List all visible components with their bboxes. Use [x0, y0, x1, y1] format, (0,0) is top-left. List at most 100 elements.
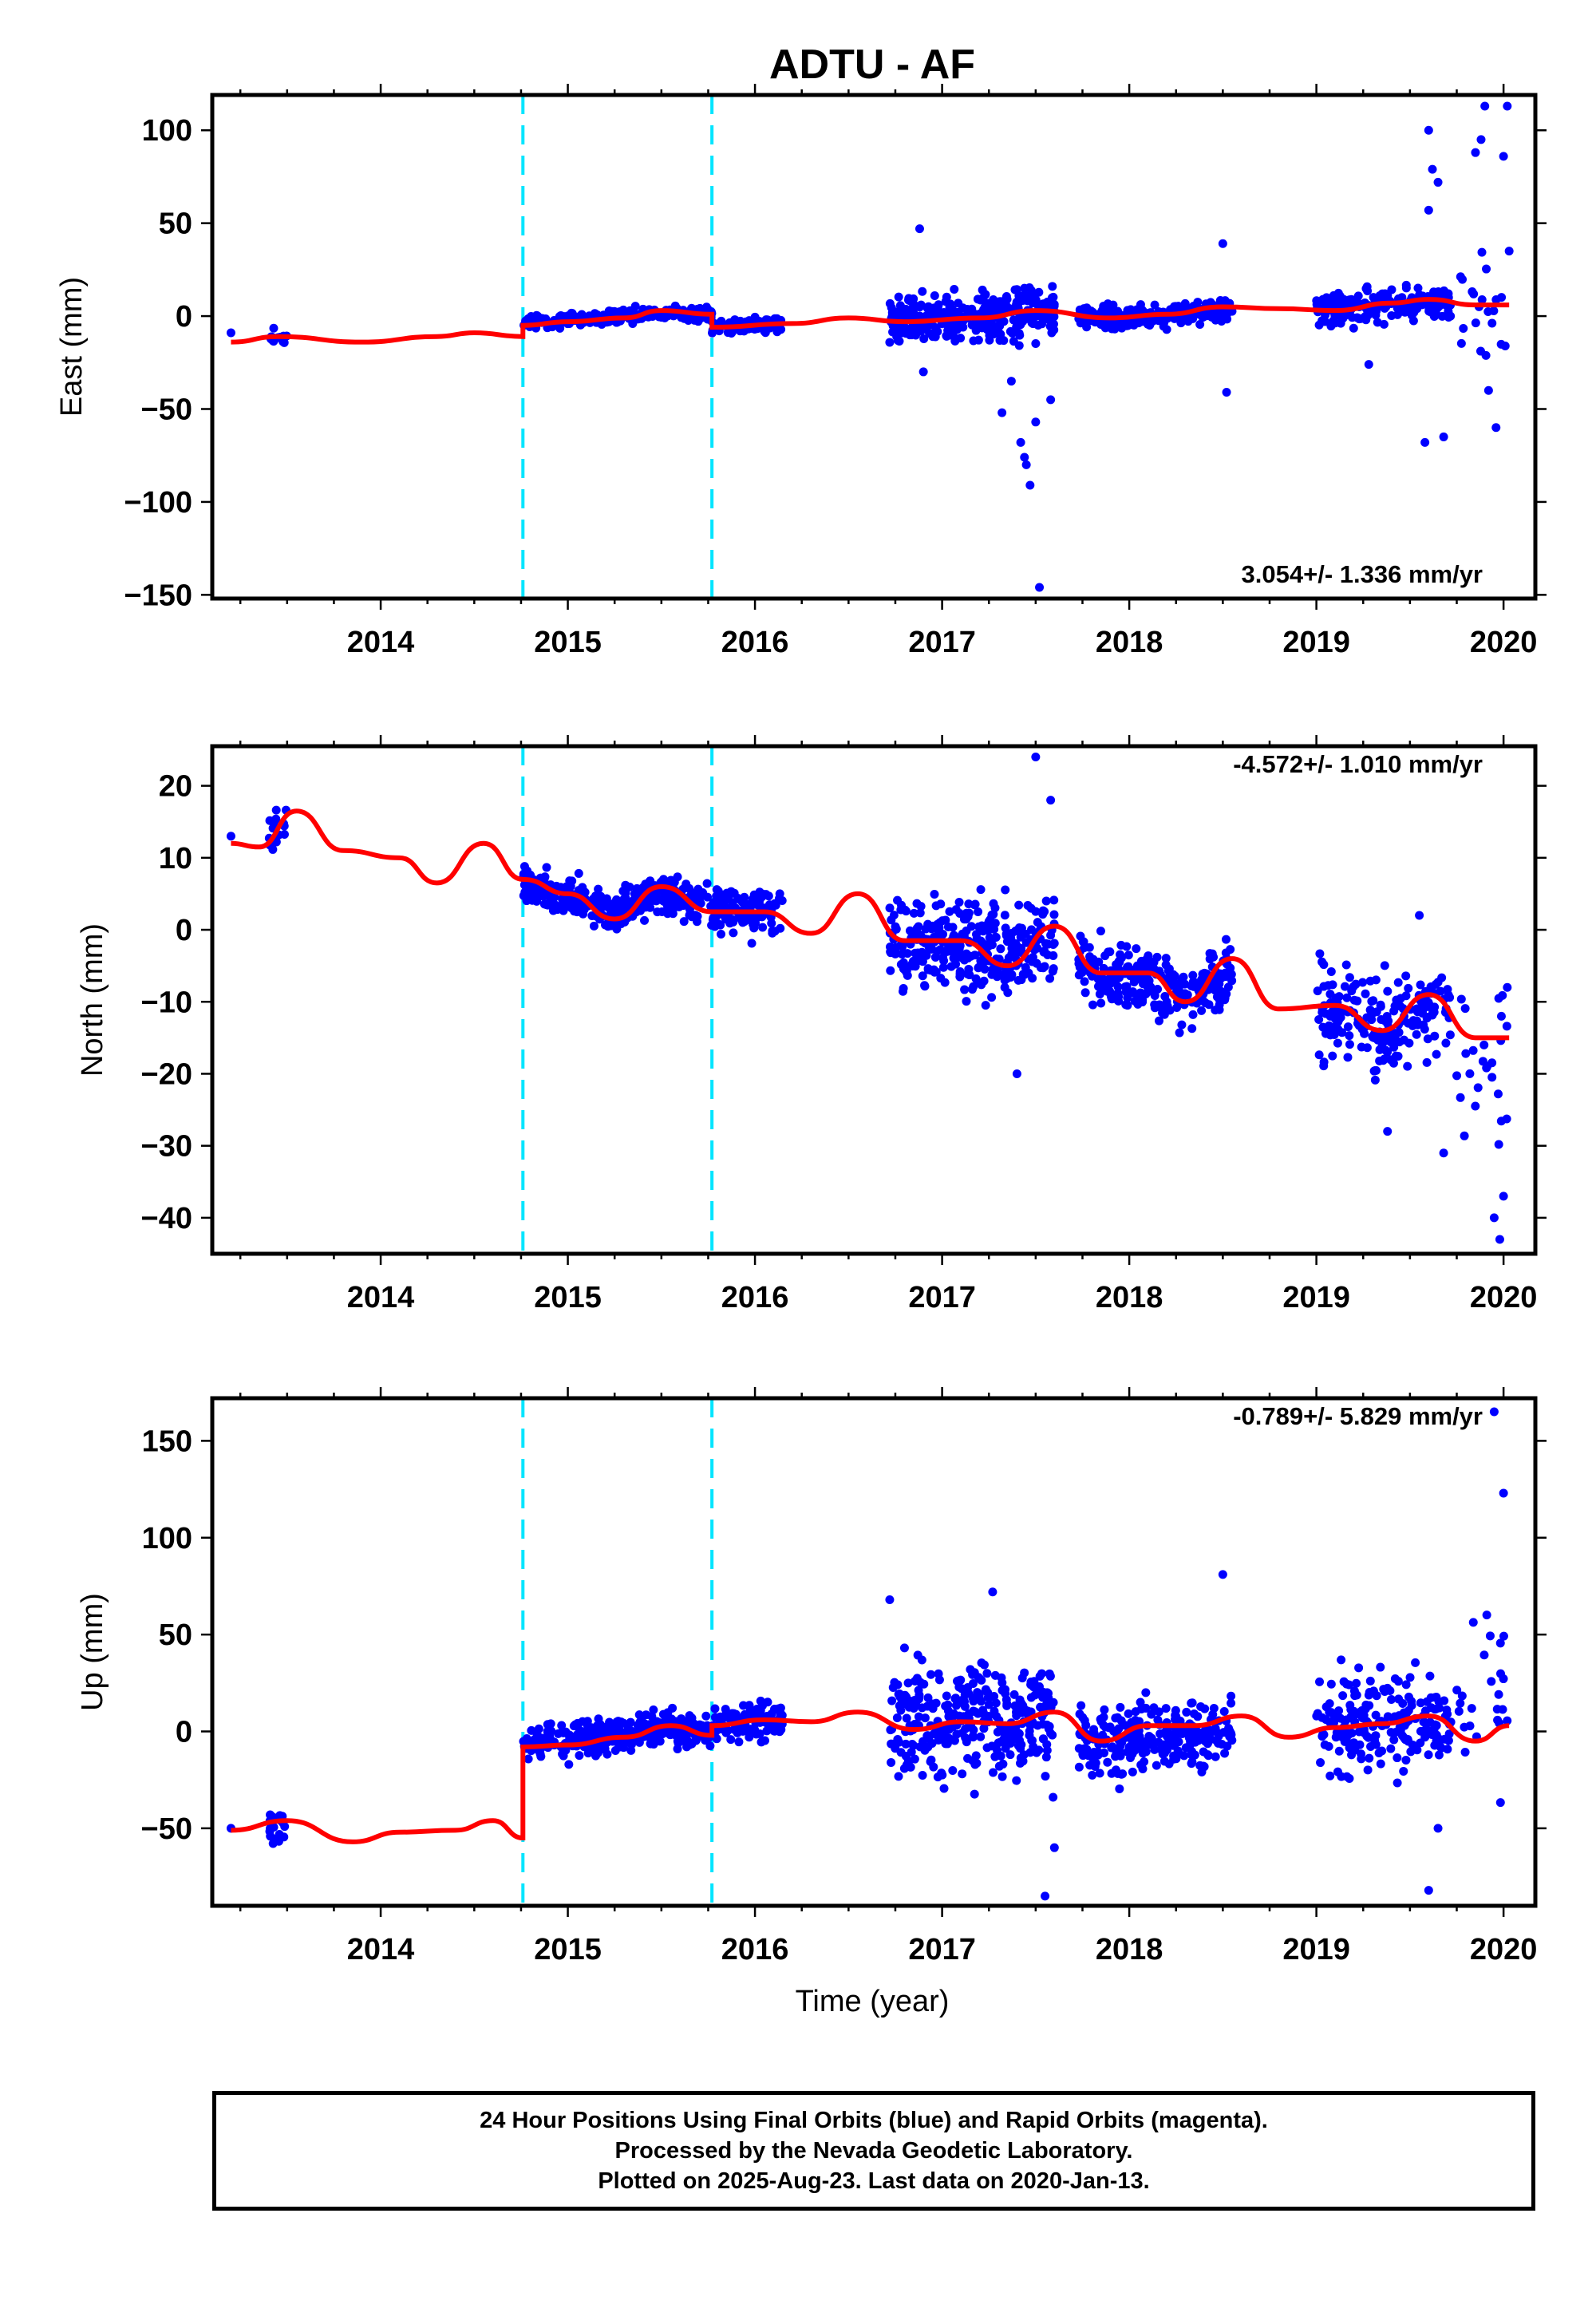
data-point: [1416, 1738, 1425, 1748]
data-point: [949, 954, 958, 963]
data-point: [1126, 1733, 1136, 1743]
data-point: [1349, 323, 1358, 333]
data-point: [1445, 993, 1455, 1002]
data-point: [266, 1810, 275, 1820]
data-point: [998, 1772, 1007, 1781]
y-axis-label-north: North (mm): [76, 923, 109, 1077]
data-point-outlier: [226, 832, 235, 841]
data-point: [1452, 1686, 1462, 1695]
data-point: [1074, 1762, 1084, 1772]
data-point: [1150, 1000, 1159, 1010]
data-point: [1319, 982, 1329, 991]
data-point-outlier: [1420, 437, 1430, 447]
data-point: [723, 328, 733, 338]
data-point: [1015, 1736, 1025, 1745]
data-point: [1128, 1767, 1137, 1777]
data-point: [1468, 1045, 1478, 1055]
data-point: [1393, 1753, 1402, 1763]
data-point: [1314, 1014, 1324, 1024]
data-point: [1199, 1761, 1208, 1771]
data-point: [1495, 1669, 1505, 1678]
data-point: [1408, 1016, 1418, 1026]
data-point: [887, 1696, 897, 1705]
data-point: [911, 962, 920, 971]
data-point: [1404, 983, 1413, 993]
data-point: [952, 1729, 962, 1739]
data-point: [1213, 1728, 1223, 1737]
plot-frame-north: [210, 744, 1538, 1256]
y-tick-label: 100: [142, 1522, 192, 1555]
data-point: [1096, 927, 1105, 936]
data-point: [1205, 1725, 1215, 1735]
data-point: [1088, 1770, 1097, 1780]
data-point: [1099, 979, 1108, 989]
data-point: [1334, 1746, 1344, 1756]
data-point: [611, 904, 621, 914]
data-point: [902, 1713, 911, 1723]
data-point: [1099, 1721, 1108, 1730]
data-point-outlier: [1021, 460, 1031, 469]
data-point: [1341, 960, 1351, 970]
data-point: [1162, 997, 1171, 1006]
data-point: [271, 814, 281, 824]
data-point: [967, 985, 977, 994]
data-point: [1000, 911, 1009, 920]
data-point: [974, 907, 983, 916]
data-point: [1041, 1772, 1050, 1781]
data-point: [1477, 294, 1487, 304]
data-point-outlier: [1503, 982, 1512, 992]
data-point: [895, 1689, 904, 1698]
data-point: [1179, 972, 1188, 982]
data-point: [1482, 264, 1491, 274]
plot-frame-east: [210, 93, 1538, 601]
data-point-outlier: [1495, 1235, 1504, 1244]
data-point-outlier: [1415, 911, 1424, 920]
data-point: [1389, 1058, 1398, 1068]
data-point-outlier: [1483, 385, 1493, 395]
data-point: [1111, 975, 1120, 985]
data-point: [1477, 247, 1487, 257]
data-point: [1130, 974, 1140, 984]
data-point: [621, 894, 630, 903]
data-point: [1014, 900, 1024, 910]
data-point: [1170, 302, 1179, 311]
data-point: [564, 882, 574, 891]
data-point: [748, 895, 757, 904]
data-point: [896, 1705, 906, 1715]
data-point: [896, 905, 906, 915]
data-point: [539, 874, 549, 883]
data-point: [940, 978, 950, 987]
data-point: [734, 1737, 744, 1747]
data-point: [745, 912, 755, 922]
data-point: [1012, 1776, 1021, 1785]
data-point: [758, 923, 768, 932]
data-point: [959, 1699, 969, 1709]
data-point: [892, 307, 902, 317]
data-point: [1403, 1061, 1412, 1071]
data-point: [1315, 1677, 1325, 1686]
data-point: [917, 1655, 926, 1665]
data-point: [674, 902, 684, 911]
data-point: [1338, 1691, 1348, 1701]
data-point: [901, 1751, 911, 1761]
data-point: [523, 866, 532, 875]
data-point: [1389, 1735, 1399, 1745]
data-point: [1420, 1706, 1430, 1716]
data-point: [994, 1738, 1003, 1748]
figure-title: ADTU - AF: [769, 41, 975, 88]
data-point: [702, 879, 712, 888]
data-point: [574, 868, 583, 878]
data-point: [768, 927, 777, 936]
data-point: [557, 1721, 567, 1730]
data-point: [1017, 923, 1026, 933]
data-point: [907, 309, 917, 318]
data-point-outlier: [1012, 1069, 1021, 1078]
data-point: [701, 1711, 711, 1721]
x-tick-label: 2015: [534, 1933, 602, 1966]
data-point: [1002, 294, 1012, 304]
data-point: [942, 1691, 951, 1701]
data-point: [1421, 996, 1431, 1006]
data-point: [1143, 974, 1152, 983]
y-tick-label: 20: [159, 770, 192, 804]
data-point: [684, 315, 693, 325]
